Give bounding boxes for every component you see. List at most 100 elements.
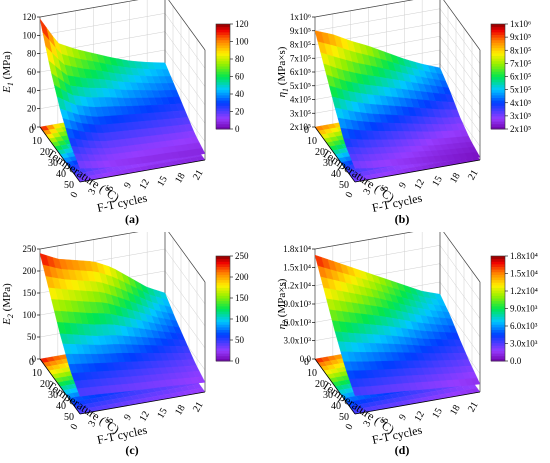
colorbar-segment [216, 73, 230, 77]
colorbar-segment [216, 39, 230, 43]
colorbar-segment [491, 298, 505, 302]
colorbar-segment [216, 258, 230, 262]
x-tick-label: 20 [40, 147, 50, 158]
colorbar-segment [491, 121, 505, 125]
colorbar-segment [216, 110, 230, 114]
colorbar-segment [216, 277, 230, 281]
z-tick-label: 100 [23, 310, 37, 320]
colorbar-segment [491, 300, 505, 304]
surface [39, 18, 206, 169]
colorbar-segment [491, 87, 505, 91]
surface-cell [76, 160, 87, 169]
colorbar-tick-label: 200 [235, 272, 249, 282]
colorbar: 0.0 3.0x10³ 6.0x10³ 9.0x10³ 1.2x10⁴ 1.5x10⁴ 1.… [490, 251, 538, 366]
colorbar-segment [216, 113, 230, 117]
colorbar-segment [491, 277, 505, 281]
colorbar-segment [216, 284, 230, 288]
colorbar-segment [491, 342, 505, 346]
colorbar-segment [491, 52, 505, 56]
z-tick-label: 100 [23, 30, 37, 40]
colorbar-segment [491, 37, 505, 41]
z-tick-label: 120 [23, 12, 37, 22]
y-tick-label: 15 [430, 406, 445, 420]
x-tick-label: 50 [339, 412, 349, 423]
y-tick-label: 15 [430, 174, 445, 188]
colorbar-segment [491, 274, 505, 278]
colorbar-tick-label: 3x10⁵ [510, 111, 531, 121]
colorbar-tick-label: 0.0 [510, 356, 522, 366]
z-tick-label: 1.2x10⁴ [283, 281, 311, 291]
colorbar-segment [216, 102, 230, 106]
z-tick-label: 6.0x10³ [284, 317, 312, 327]
x-tick-label: 10 [32, 136, 42, 147]
x-tick-label: 50 [339, 180, 349, 191]
colorbar-tick-label: 6.0x10³ [510, 321, 538, 331]
colorbar-segment [216, 355, 230, 359]
z-tick-label: 1.5x10⁴ [283, 262, 311, 272]
colorbar-segment [491, 118, 505, 122]
plot-area: 2x10⁵ 3x10⁵ 4x10⁵ 5x10⁵ 6x10⁵ 7x10⁵ 8x10⁵ 9x10⁵… [276, 0, 481, 215]
colorbar-tick-label: 1.5x10⁴ [510, 269, 538, 279]
colorbar-segment [216, 282, 230, 286]
x-tick-label: 10 [307, 368, 317, 379]
colorbar-segment [216, 105, 230, 109]
colorbar: 0 20 40 60 80 100 120 [215, 19, 249, 134]
colorbar-segment [216, 290, 230, 294]
colorbar-segment [216, 287, 230, 291]
colorbar-segment [216, 324, 230, 328]
colorbar-segment [216, 308, 230, 312]
x-tick-label: 50 [64, 412, 74, 423]
colorbar-tick-label: 6x10⁵ [510, 72, 531, 82]
surface [314, 254, 481, 396]
colorbar-segment [491, 68, 505, 72]
surface [314, 30, 481, 169]
y-tick-label: 15 [155, 406, 170, 420]
colorbar-segment [491, 282, 505, 286]
surface [39, 253, 206, 397]
colorbar-segment [216, 126, 230, 130]
colorbar-frame [215, 255, 231, 362]
colorbar-segment [216, 279, 230, 283]
colorbar-tick-label: 0 [235, 356, 240, 366]
z-tick-label: 0 [32, 354, 37, 364]
colorbar-segment [216, 42, 230, 46]
y-tick-label: 9 [122, 413, 134, 423]
caption-a: (a) [125, 212, 139, 226]
colorbar-segment [491, 284, 505, 288]
z-tick-label: 250 [23, 244, 37, 254]
colorbar-segment [491, 353, 505, 357]
colorbar-segment [216, 108, 230, 112]
colorbar-segment [216, 353, 230, 357]
colorbar-segment [216, 63, 230, 67]
y-axis-line [79, 159, 206, 183]
colorbar-segment [216, 350, 230, 354]
y-axis-line [354, 159, 481, 183]
surface-plot-b: 2x10⁵ 3x10⁵ 4x10⁵ 5x10⁵ 6x10⁵ 7x10⁵ 8x10⁵ 9x10⁵… [276, 0, 531, 215]
colorbar-segment [491, 305, 505, 309]
z-axis: 0 20 40 60 80 100 120 E1 (MPa) [1, 12, 40, 132]
z-tick-label: 80 [27, 49, 37, 59]
colorbar-segment [216, 303, 230, 307]
z-tick-label: 1x10⁶ [290, 12, 311, 22]
plot-area: 0.0 3.0x10³ 6.0x10³ 9.0x10³ 1.2x10⁴ 1.5x10⁴ 1.… [276, 232, 481, 447]
colorbar-segment [491, 115, 505, 119]
colorbar-segment [216, 52, 230, 56]
colorbar-segment [491, 94, 505, 98]
box-edge [39, 0, 139, 18]
colorbar-segment [491, 66, 505, 70]
z-axis-label: E1 (MPa) [1, 51, 15, 94]
colorbar-segment [216, 29, 230, 33]
box-edge [443, 0, 481, 51]
z-tick-label: 2x10⁵ [290, 122, 311, 132]
colorbar-segment [216, 94, 230, 98]
colorbar-tick-label: 4x10⁵ [510, 98, 531, 108]
colorbar-segment [216, 298, 230, 302]
colorbar-segment [491, 303, 505, 307]
z-label-unit: (MPa×s) [276, 46, 288, 88]
y-tick-label: 18 [448, 171, 463, 185]
colorbar-segment [216, 97, 230, 101]
